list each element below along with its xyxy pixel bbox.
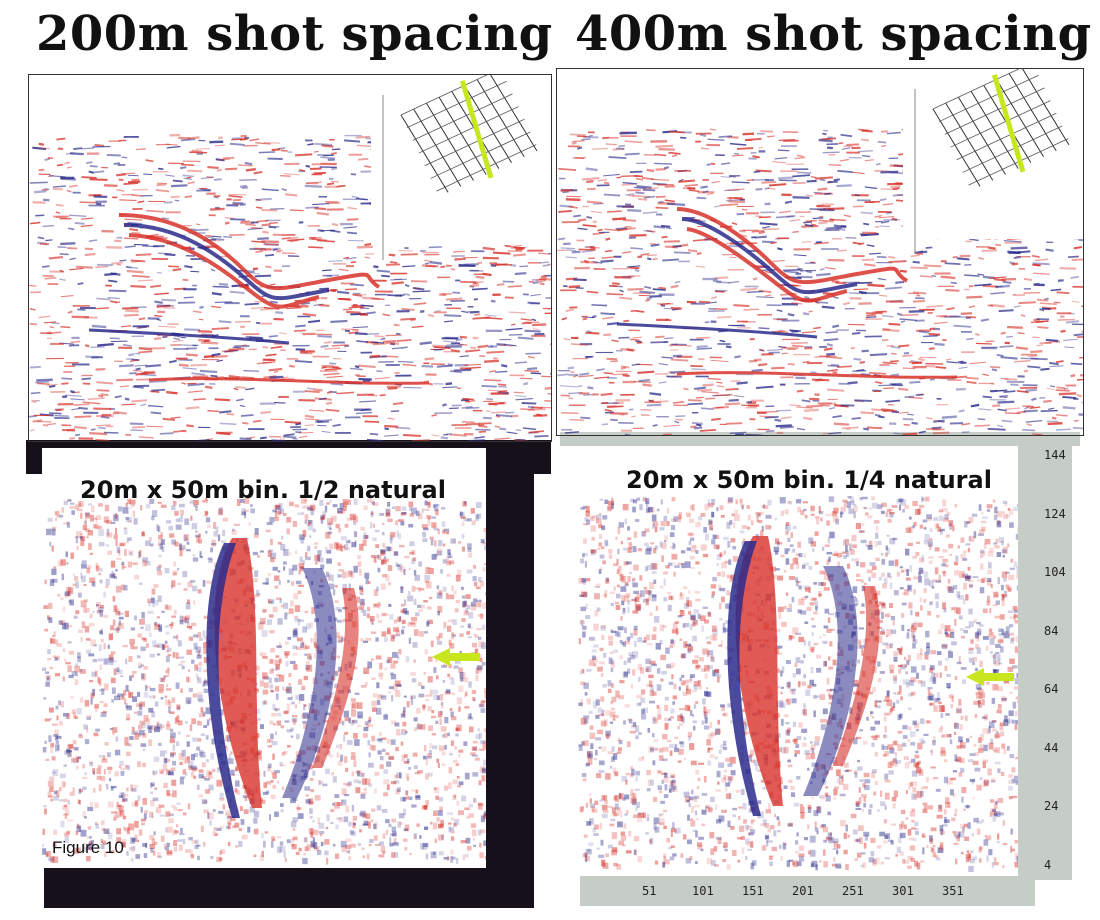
y-tick-label: 24 — [1044, 799, 1059, 813]
panel-shadow-bottom — [44, 868, 534, 908]
arrow-right-icon — [966, 668, 1014, 686]
seismic-section-200m — [28, 74, 552, 442]
arrow-left-icon — [432, 648, 480, 666]
seismic-timeslice-200m — [42, 448, 486, 868]
panel-label-quarter-natural: 20m x 50m bin. 1/4 natural — [626, 466, 992, 494]
title-400m-shot-spacing: 400m shot spacing — [575, 6, 1092, 62]
y-tick-label: 144 — [1044, 448, 1066, 462]
y-tick-label: 64 — [1044, 682, 1059, 696]
y-tick-label: 124 — [1044, 506, 1066, 521]
x-tick-label: 301 — [892, 884, 914, 898]
panel-shadow-right — [486, 440, 534, 880]
x-tick-label: 201 — [792, 884, 814, 898]
x-tick-label: 151 — [742, 884, 764, 898]
y-tick-label: 104 — [1044, 565, 1066, 579]
x-tick-label: 51 — [642, 884, 657, 898]
x-tick-label: 251 — [842, 884, 864, 898]
panel-label-half-natural: 20m x 50m bin. 1/2 natural — [80, 476, 446, 504]
y-axis-ruler — [1016, 440, 1072, 880]
y-tick-label: 44 — [1044, 740, 1059, 755]
x-tick-label: 351 — [942, 884, 964, 898]
figure-caption: Figure 10 — [52, 838, 124, 857]
seismic-section-400m — [556, 68, 1084, 436]
y-tick-label: 4 — [1044, 857, 1052, 872]
x-tick-label: 101 — [692, 884, 714, 898]
x-axis-ruler — [580, 876, 1035, 906]
y-tick-label: 84 — [1044, 623, 1059, 638]
title-200m-shot-spacing: 200m shot spacing — [36, 6, 553, 62]
seismic-timeslice-400m — [578, 446, 1018, 876]
